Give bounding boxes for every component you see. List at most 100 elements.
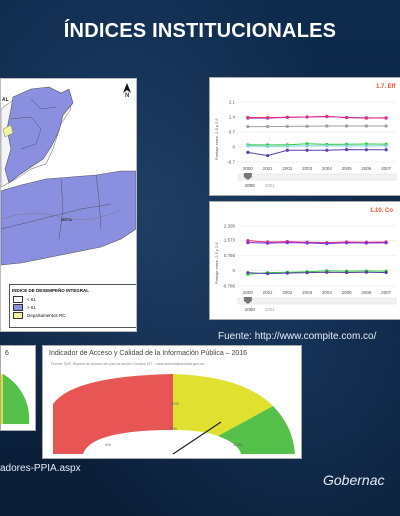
gauge-green-segment: [218, 406, 295, 454]
data-point: [384, 148, 388, 152]
map-legend: INDICE DE DESEMPEÑO INTEGRAL < 61 > 61 D…: [9, 284, 136, 328]
gauge-label-mid: 75%: [169, 426, 178, 431]
source-link[interactable]: Fuente: http://www.compite.com.co/: [218, 331, 377, 342]
data-point: [345, 124, 349, 128]
gauge-left-card: 6: [0, 345, 36, 431]
y-tick-label: 1.573: [224, 238, 236, 243]
data-point: [246, 271, 250, 275]
data-point: [384, 116, 388, 120]
data-point: [285, 115, 289, 119]
x-tick-label: 2002: [282, 290, 293, 295]
legend-item: > 61: [10, 303, 136, 311]
data-point: [345, 116, 349, 120]
x-tick-label: 2003: [302, 290, 313, 295]
x-tick-label: 2000: [243, 290, 254, 295]
chart-bottom-title: 1.10. Co: [370, 208, 394, 214]
x-tick-label: 2004: [322, 166, 333, 171]
gauge-yellow-segment: [173, 374, 273, 436]
series-line: [247, 270, 387, 275]
chart-bottom-plot: 2.305 1.573 0.786 0 -0.786 2000 2001 2002 2003 20…: [222, 224, 397, 312]
slide-title: ÍNDICES INSTITUCIONALES: [63, 20, 337, 42]
legend-swatch: [13, 303, 23, 311]
series-line: [247, 149, 387, 157]
gauge-left-drawing: [1, 374, 30, 424]
data-point: [364, 124, 368, 128]
data-point: [345, 241, 349, 245]
y-tick-label: 1.4: [229, 115, 236, 120]
gauge-left-title: 6: [5, 350, 9, 357]
data-point: [325, 114, 329, 118]
data-point: [305, 148, 309, 152]
gauge-needle: [172, 421, 222, 455]
data-point: [246, 125, 250, 129]
north-label: N: [125, 93, 130, 99]
gauge-main-drawing: [53, 374, 295, 455]
gauge-label-right: 100%: [233, 442, 244, 447]
legend-swatch: [13, 295, 23, 303]
year-slider-handle: [243, 297, 252, 304]
series-line: [247, 240, 387, 244]
x-tick-label: 2001: [263, 290, 274, 295]
gauge-label-left: 0%: [105, 442, 111, 447]
series-line: [247, 143, 387, 146]
data-point: [325, 270, 329, 274]
data-point: [325, 148, 329, 152]
data-point: [364, 144, 368, 148]
data-point: [384, 270, 388, 275]
data-point: [285, 148, 289, 152]
data-point: [266, 241, 270, 245]
meta-label: META: [61, 217, 73, 222]
y-tick-label: 0.786: [224, 253, 236, 258]
x-tick-label: 2003: [302, 166, 313, 171]
source-link-left[interactable]: adores-PPIA.aspx: [0, 463, 81, 474]
legend-title: INDICE DE DESEMPEÑO INTEGRAL: [12, 288, 90, 293]
legend-label: < 61: [27, 296, 36, 302]
data-point: [266, 116, 270, 120]
slider-year-label: 2001: [265, 307, 276, 312]
x-tick-label: 2002: [282, 166, 293, 171]
y-tick-label: 0: [232, 145, 235, 150]
data-point: [364, 241, 368, 245]
x-tick-label: 2007: [381, 290, 392, 295]
x-tick-label: 2000: [243, 166, 254, 171]
data-point: [285, 144, 289, 148]
x-tick-label: 2005: [342, 290, 353, 295]
series-line: [247, 115, 387, 119]
series-line: [247, 242, 387, 245]
data-point: [345, 270, 349, 275]
slider-year-label: 2000: [245, 307, 256, 312]
series-line: [247, 125, 387, 128]
x-tick-label: 2006: [361, 290, 372, 295]
data-point: [285, 124, 289, 129]
map-corner-label: AL: [2, 97, 9, 103]
data-point: [285, 271, 289, 275]
data-point: [246, 240, 250, 245]
data-point: [384, 241, 388, 245]
data-point: [246, 144, 250, 148]
legend-swatch: [13, 311, 23, 319]
chart-top-title: 1.7. Eff: [376, 84, 396, 90]
data-point: [266, 125, 270, 129]
y-tick-label: -0.7: [227, 160, 235, 165]
legend-item: < 61: [10, 295, 136, 303]
legend-label: Departamentos RC: [27, 312, 66, 318]
year-slider-track: [237, 173, 397, 181]
gauge-main-card: Indicador de Acceso y Calidad de la Info…: [42, 345, 302, 459]
data-point: [266, 144, 270, 148]
data-point: [266, 153, 270, 158]
data-point: [246, 115, 250, 120]
slider-year-label: 2001: [265, 183, 276, 188]
data-point: [364, 148, 368, 152]
x-tick-label: 2004: [322, 290, 333, 295]
series-line: [247, 271, 387, 275]
year-slider-handle: [243, 173, 252, 180]
data-point: [305, 241, 309, 245]
gauge-label-top: 50%: [171, 401, 180, 406]
data-point: [384, 144, 388, 148]
legend-item: Departamentos RC: [10, 311, 136, 319]
gauge-main-subtitle: Fuente: DNP, Reporte de Avance del plan …: [51, 362, 205, 366]
y-tick-label: 0.7: [229, 130, 236, 135]
chart-top-panel: 1.7. Eff Puntaje entre -2.5 y 2.5 2.1 1.4…: [209, 77, 400, 196]
chart-top-plot: 2.1 1.4 0.7 0 -0.7 2000 2001 2002 2003 2004 2005 20…: [227, 100, 397, 188]
data-point: [246, 150, 250, 154]
